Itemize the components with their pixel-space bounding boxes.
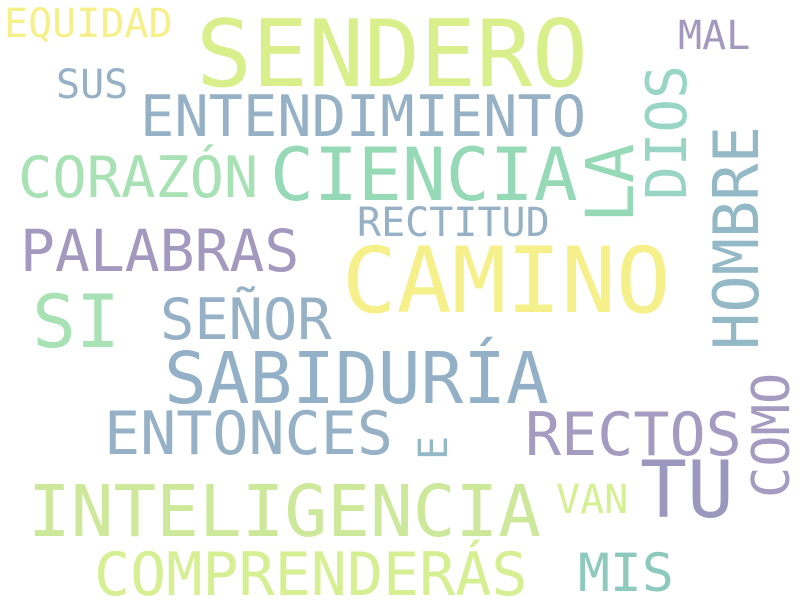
word-ciencia: CIENCIA [270, 133, 578, 218]
word-inteligencia: INTELIGENCIA [28, 470, 541, 553]
word-van: VAN [556, 477, 629, 523]
word-hombre: HOMBRE [700, 126, 773, 350]
word-sus: SUS [56, 62, 129, 108]
word-sabiduria: SABIDURÍA [164, 337, 549, 420]
word-rectitud: RECTITUD [357, 200, 550, 246]
word-si: SI [32, 280, 120, 365]
word-entendimiento: ENTENDIMIENTO [140, 84, 587, 150]
word-tu: TU [640, 446, 734, 536]
word-camino: CAMINO [342, 229, 671, 334]
word-como: COMO [742, 372, 800, 498]
word-comprenderas: COMPRENDERÁS [94, 540, 528, 600]
word-corazon: CORAZÓN [18, 145, 259, 211]
word-sendero: SENDERO [196, 0, 588, 108]
word-equidad: EQUIDAD [4, 1, 173, 47]
word-dios: DIOS [635, 65, 700, 200]
word-mis: MIS [578, 543, 674, 600]
word-e: E [411, 435, 457, 460]
word-rectos: RECTOS [525, 400, 742, 470]
word-entonces: ENTONCES [104, 399, 393, 469]
word-senor: SEÑOR [160, 287, 332, 353]
word-palabras: PALABRAS [20, 217, 300, 285]
word-mal: MAL [678, 13, 751, 59]
